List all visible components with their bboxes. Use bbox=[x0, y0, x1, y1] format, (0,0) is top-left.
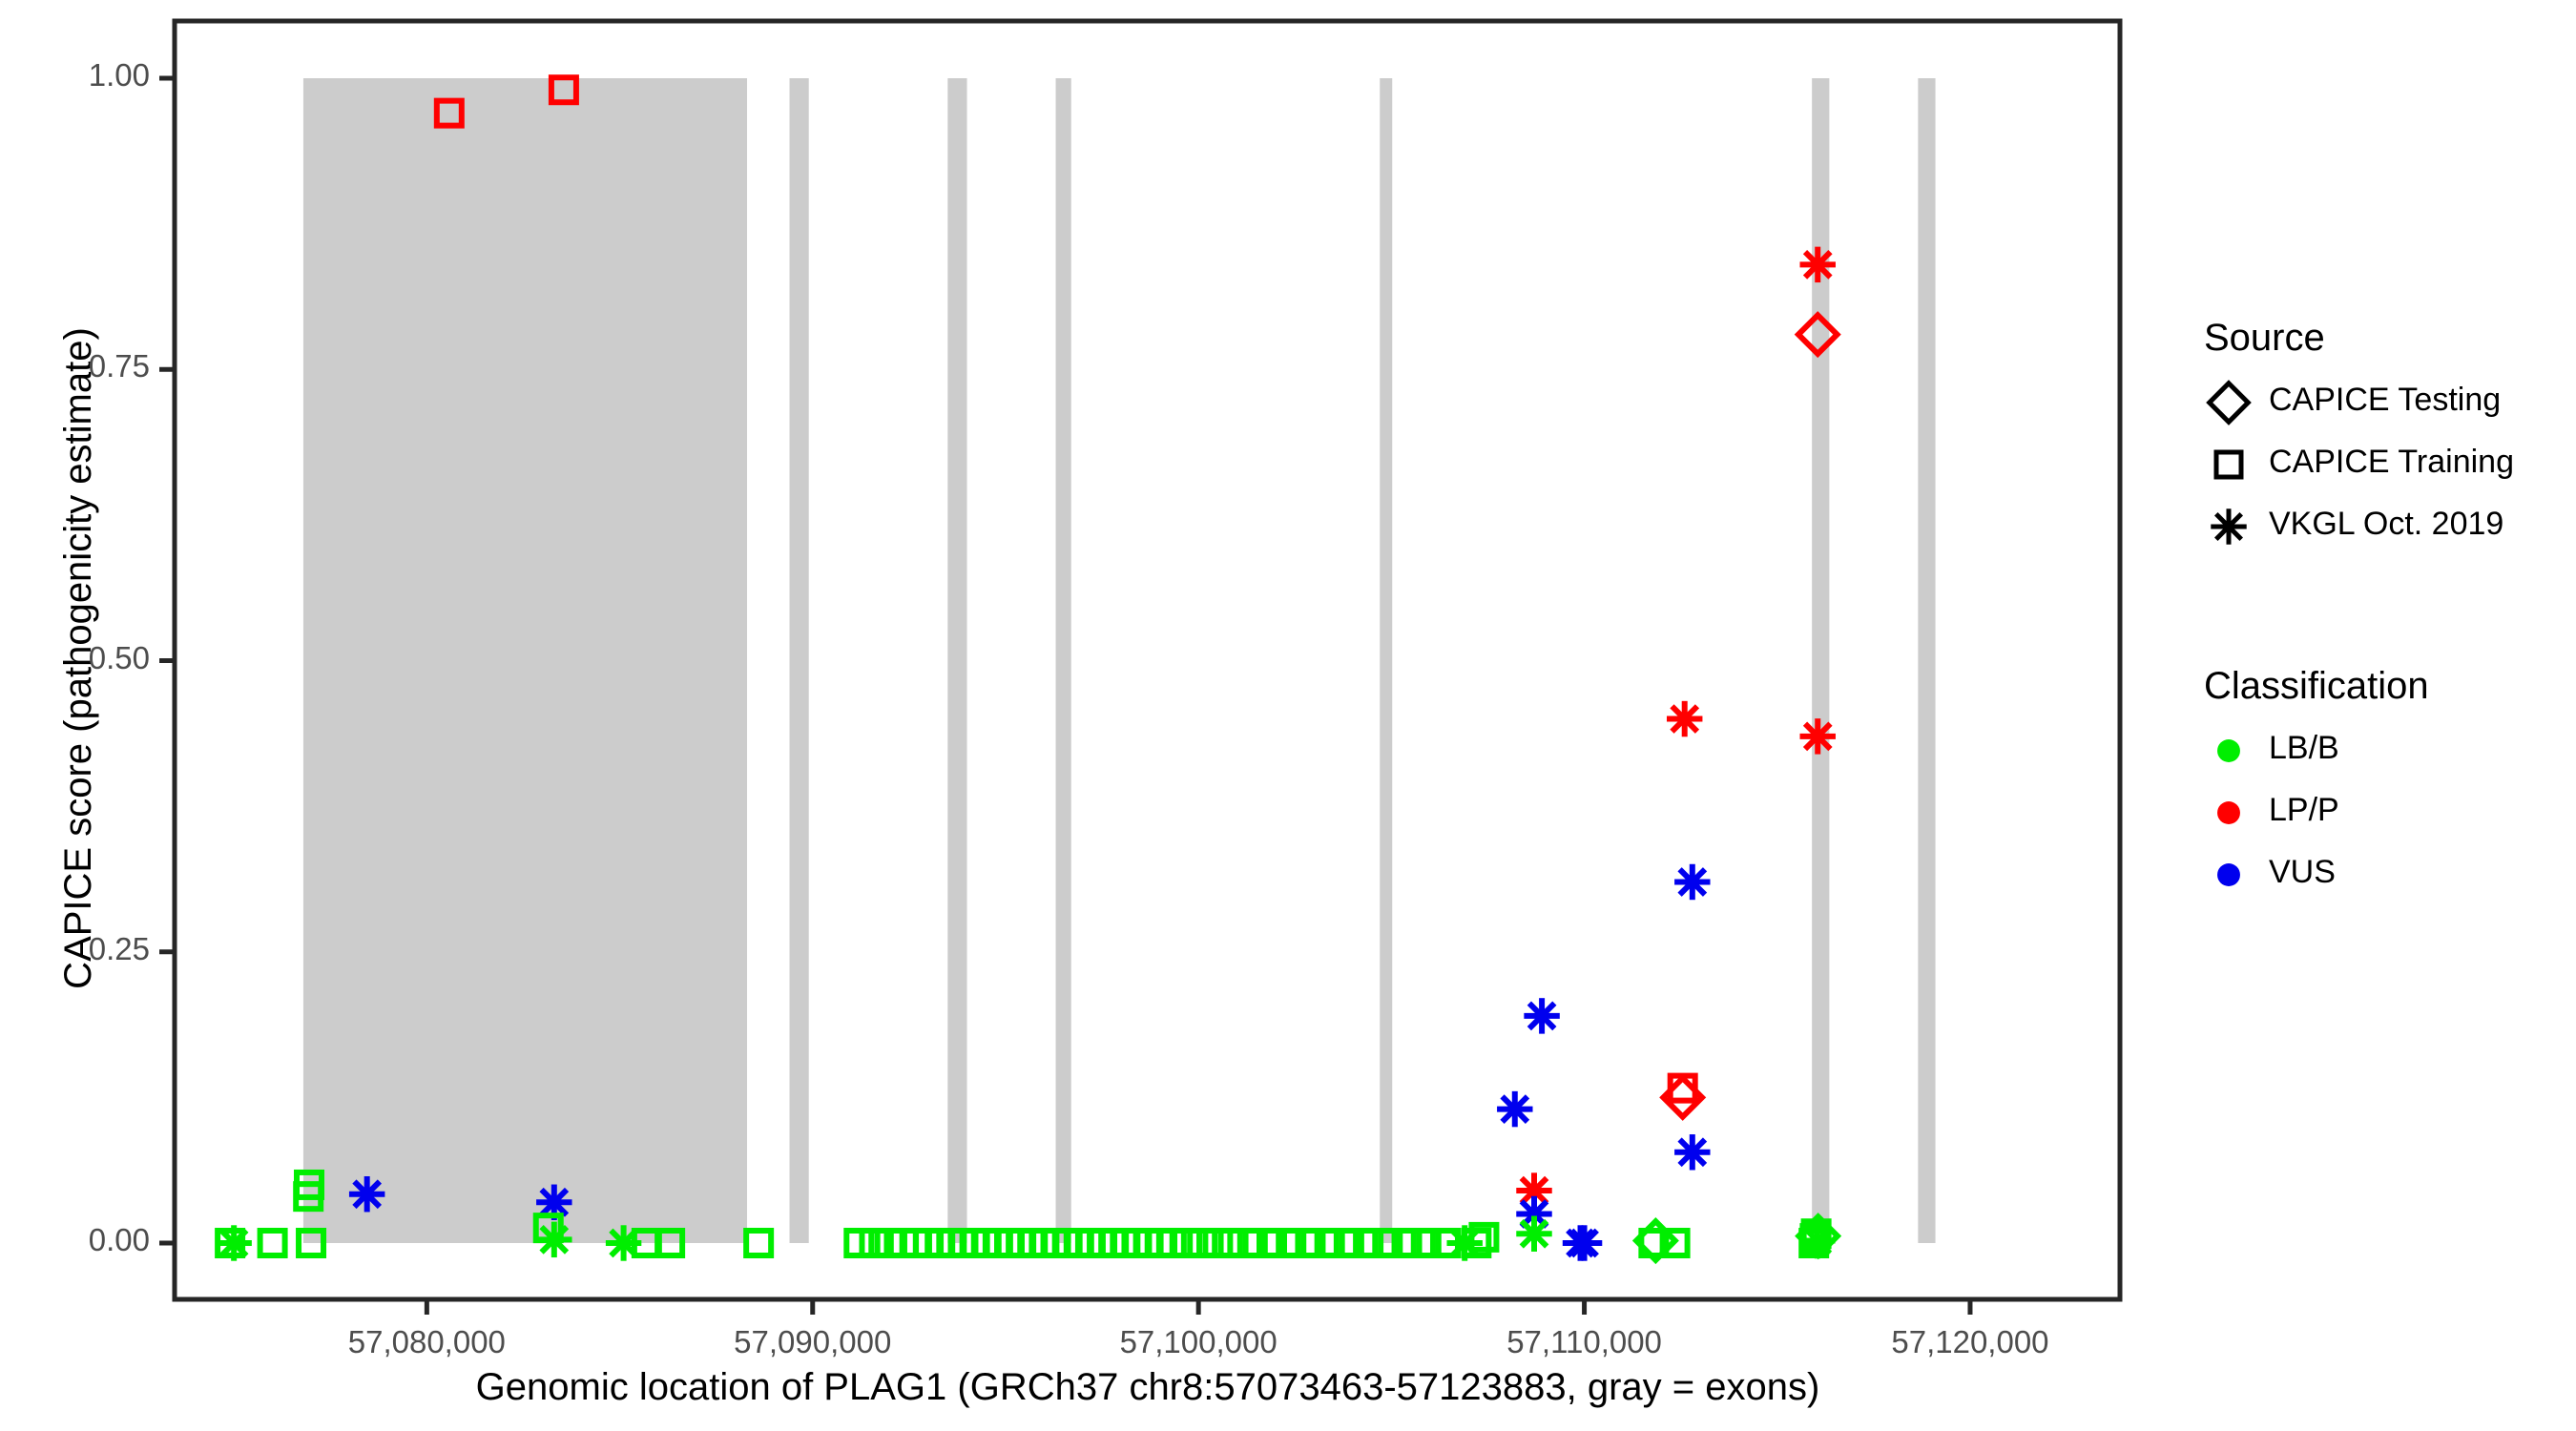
y-axis-tick-label: 0.00 bbox=[88, 1222, 150, 1257]
legend-label-classification-1: LP/P bbox=[2269, 792, 2339, 828]
data-point bbox=[1795, 1213, 1842, 1260]
data-point bbox=[1202, 1228, 1234, 1258]
x-axis-tick-label: 57,110,000 bbox=[1506, 1324, 1662, 1359]
data-point bbox=[1631, 1217, 1679, 1265]
data-point bbox=[348, 1175, 385, 1213]
data-point bbox=[1353, 1228, 1384, 1258]
data-point bbox=[1257, 1228, 1288, 1258]
legend-label-source-2: VKGL Oct. 2019 bbox=[2269, 506, 2504, 542]
y-axis-tick-label: 1.00 bbox=[88, 57, 150, 93]
y-axis-tick-label: 0.75 bbox=[88, 348, 150, 384]
data-point bbox=[654, 1228, 686, 1258]
data-point bbox=[843, 1228, 875, 1258]
x-axis-tick-label: 57,090,000 bbox=[734, 1324, 892, 1359]
legend-label-classification-2: VUS bbox=[2269, 854, 2336, 890]
data-point bbox=[1794, 311, 1841, 359]
exon-band bbox=[1055, 78, 1071, 1243]
y-axis-tick-label: 0.50 bbox=[88, 639, 150, 675]
data-point bbox=[1172, 1228, 1203, 1258]
data-point bbox=[1566, 1225, 1603, 1261]
legend-marker-classification-0 bbox=[2217, 739, 2240, 762]
legend-label-source-0: CAPICE Testing bbox=[2269, 382, 2502, 418]
data-point bbox=[1524, 998, 1560, 1034]
data-point bbox=[536, 1221, 572, 1258]
legend-title-classification: Classification bbox=[2204, 665, 2429, 707]
data-point bbox=[1187, 1228, 1218, 1258]
data-point bbox=[1295, 1228, 1326, 1258]
data-point bbox=[1516, 1215, 1552, 1252]
data-points-layer bbox=[215, 74, 1842, 1265]
data-point bbox=[859, 1228, 890, 1258]
data-point bbox=[1372, 1228, 1403, 1258]
legend-marker-source-2 bbox=[2211, 508, 2247, 545]
legend-title-source: Source bbox=[2204, 317, 2325, 359]
data-point bbox=[1674, 1134, 1711, 1171]
data-point bbox=[1276, 1228, 1307, 1258]
exon-band bbox=[789, 78, 809, 1243]
legend-marker-classification-2 bbox=[2217, 863, 2240, 886]
exon-band bbox=[1918, 78, 1936, 1243]
y-axis-tick-label: 0.25 bbox=[88, 930, 150, 966]
data-point bbox=[293, 1181, 324, 1213]
data-point bbox=[1155, 1228, 1187, 1258]
data-point bbox=[433, 97, 465, 129]
axis-ticks-layer bbox=[159, 75, 1973, 1315]
data-point bbox=[1314, 1228, 1345, 1258]
data-point bbox=[296, 1228, 327, 1258]
data-point bbox=[1217, 1228, 1249, 1258]
data-point bbox=[1461, 1228, 1492, 1258]
data-point bbox=[216, 1225, 252, 1261]
data-point bbox=[1659, 1073, 1707, 1121]
data-point bbox=[743, 1228, 775, 1258]
legend-label-classification-0: LB/B bbox=[2269, 730, 2339, 766]
data-point bbox=[1410, 1228, 1442, 1258]
data-point bbox=[1659, 1228, 1691, 1258]
data-point bbox=[1391, 1228, 1423, 1258]
data-point bbox=[257, 1228, 288, 1258]
legend-marker-source-0 bbox=[2206, 380, 2252, 425]
x-axis-tick-label: 57,080,000 bbox=[347, 1324, 506, 1359]
x-axis-tick-label: 57,100,000 bbox=[1119, 1324, 1278, 1359]
data-point bbox=[1799, 246, 1836, 283]
exon-band bbox=[1380, 78, 1393, 1243]
exon-band bbox=[302, 78, 748, 1243]
data-point bbox=[1468, 1221, 1500, 1253]
legend-label-source-1: CAPICE Training bbox=[2269, 444, 2514, 480]
legend-marker-source-1 bbox=[2213, 449, 2244, 480]
exon-bands-layer bbox=[302, 78, 1936, 1243]
data-point bbox=[1497, 1090, 1533, 1128]
data-point bbox=[1236, 1228, 1268, 1258]
data-point bbox=[1799, 718, 1836, 755]
x-axis-title: Genomic location of PLAG1 (GRCh37 chr8:5… bbox=[475, 1366, 1820, 1408]
data-point bbox=[1674, 863, 1711, 901]
x-axis-tick-label: 57,120,000 bbox=[1891, 1324, 2049, 1359]
exon-band bbox=[947, 78, 967, 1243]
data-point bbox=[1666, 700, 1703, 737]
legend-marker-classification-1 bbox=[2217, 801, 2240, 824]
exon-band bbox=[1812, 78, 1830, 1243]
data-point bbox=[548, 74, 579, 106]
legend-markers-layer bbox=[2206, 380, 2252, 886]
data-point bbox=[1333, 1228, 1364, 1258]
